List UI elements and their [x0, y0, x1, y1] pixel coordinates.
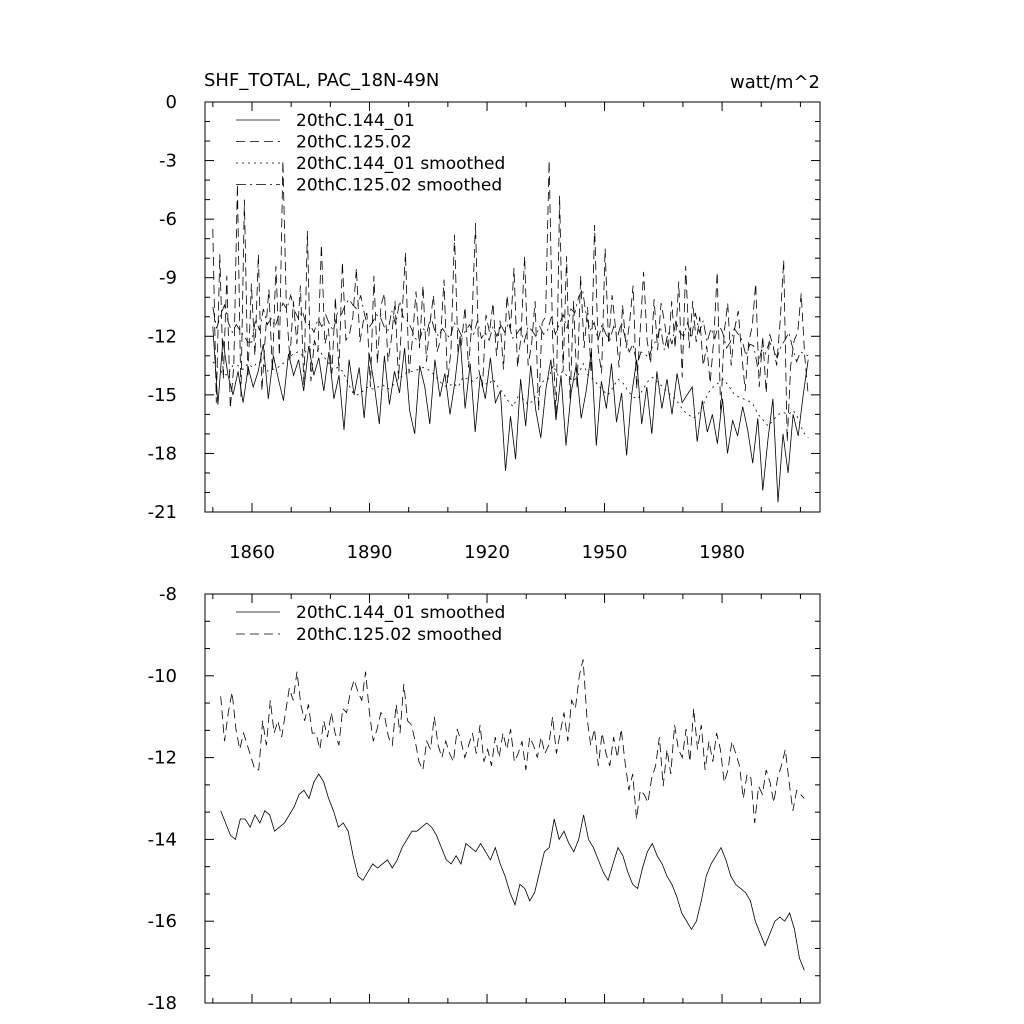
x-tick-label: 1950 — [582, 542, 628, 563]
top-chart: 0 -3 -6 -9 -12 -15 -18 -21 1860 1890 1920 1950 1980 2… — [148, 92, 821, 563]
y-tick-label: -16 — [148, 911, 177, 932]
y-tick-label: -9 — [159, 268, 177, 289]
y-tick-label: -6 — [159, 209, 177, 230]
y-tick-label: -12 — [148, 748, 177, 769]
x-tick-label: 1920 — [464, 542, 510, 563]
legend-label: 20thC.144_01 smoothed — [296, 154, 505, 174]
y-tick-label: -8 — [159, 584, 177, 605]
plot-frame — [204, 593, 821, 1004]
top-chart-title: SHF_TOTAL, PAC_18N-49N — [204, 70, 439, 91]
x-tick-label: 1860 — [229, 542, 275, 563]
x-tick-label: 1980 — [699, 542, 745, 563]
legend-label: 20thC.125.02 smoothed — [296, 625, 502, 645]
plot-frame — [204, 101, 821, 513]
y-tick-label: -15 — [148, 385, 177, 406]
legend-label: 20thC.144_01 — [296, 111, 415, 131]
bottom-chart: -8 -10 -12 -14 -16 -18 20thC.144_01 smoothed20… — [148, 584, 821, 1014]
top-chart-units: watt/m^2 — [730, 72, 820, 93]
series-line-dashed — [220, 659, 805, 824]
series-line-solid — [220, 773, 805, 971]
series-line-dotted — [212, 343, 809, 439]
y-tick-label: -18 — [148, 993, 177, 1014]
legend-label: 20thC.125.02 — [296, 133, 412, 153]
x-tick-label: 1890 — [347, 542, 393, 563]
series-line-dashed — [212, 160, 809, 442]
y-tick-label: -3 — [159, 151, 177, 172]
y-tick-label: -10 — [148, 666, 177, 687]
legend-label: 20thC.125.02 smoothed — [296, 176, 502, 196]
y-tick-label: 0 — [166, 92, 177, 113]
legend-label: 20thC.144_01 smoothed — [296, 603, 505, 623]
y-tick-label: -18 — [148, 443, 177, 464]
y-tick-label: -21 — [148, 502, 177, 523]
y-tick-label: -12 — [148, 326, 177, 347]
series-line-dashdot — [212, 288, 809, 368]
y-tick-label: -14 — [148, 829, 177, 850]
